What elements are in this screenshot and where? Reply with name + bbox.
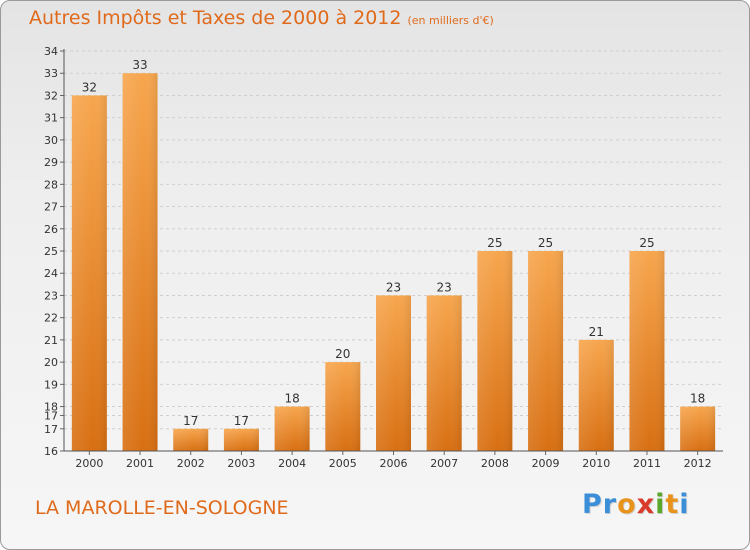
y-tick-label: 22 [44, 312, 58, 325]
grid-lines [64, 50, 723, 452]
bar-shade [680, 406, 716, 451]
y-tick-label: 18 [44, 401, 58, 414]
x-tick-label: 2000 [75, 457, 103, 470]
x-tick-label: 2012 [684, 457, 712, 470]
x-tick-label: 2001 [126, 457, 154, 470]
data-label: 25 [538, 236, 553, 250]
data-label: 33 [132, 58, 147, 72]
y-tick-label: 34 [44, 45, 58, 58]
data-label: 32 [82, 80, 97, 94]
bar-shade [325, 362, 361, 451]
y-tick-label: 17 [44, 409, 58, 422]
bar-shade [223, 428, 259, 451]
logo-letter: o [617, 489, 637, 520]
y-tick-label: 16 [44, 445, 58, 458]
data-label: 25 [487, 236, 502, 250]
x-tick-label: 2011 [633, 457, 661, 470]
bars [71, 73, 716, 451]
bar-shade [122, 73, 158, 451]
data-label: 25 [639, 236, 654, 250]
bar-shade [629, 251, 665, 451]
logo-letter: x [636, 489, 656, 520]
proxiti-logo[interactable]: Proxiti [582, 489, 690, 520]
data-label: 17 [183, 414, 198, 428]
logo-letter: i [655, 489, 666, 520]
chart-title: Autres Impôts et Taxes de 2000 à 2012 [29, 7, 402, 29]
x-tick-label: 2003 [227, 457, 255, 470]
data-label: 20 [335, 347, 350, 361]
bar-shade [173, 428, 209, 451]
y-tick-label: 31 [44, 112, 58, 125]
x-tick-label: 2006 [380, 457, 408, 470]
bar-shade [578, 339, 614, 451]
y-tick-label: 19 [44, 378, 58, 391]
y-tick-label: 33 [44, 67, 58, 80]
y-tick-label: 23 [44, 289, 58, 302]
bar-shade [376, 295, 411, 451]
x-axis: 2000 2001 2002 2003 2004 2005 2006 2007 2008 2009… [64, 450, 723, 470]
bar-shade [528, 251, 564, 451]
bar-shade [274, 406, 310, 451]
data-label: 17 [234, 414, 249, 428]
y-tick-label: 24 [44, 267, 58, 280]
y-tick-label: 17 [44, 423, 58, 436]
logo-letter: r [602, 489, 618, 520]
data-label: 18 [690, 392, 705, 406]
data-label: 23 [437, 280, 452, 294]
x-tick-label: 2004 [278, 457, 306, 470]
commune-name: LA MAROLLE-EN-SOLOGNE [35, 497, 289, 519]
logo-letter: i [679, 489, 690, 520]
x-tick-label: 2010 [582, 457, 610, 470]
y-tick-label: 29 [44, 156, 58, 169]
y-tick-label: 32 [44, 89, 58, 102]
data-label: 18 [284, 392, 299, 406]
bar-shade [71, 95, 107, 451]
logo-letter: t [665, 489, 680, 520]
y-tick-label: 25 [44, 245, 58, 258]
x-tick-label: 2002 [177, 457, 205, 470]
x-tick-label: 2005 [329, 457, 357, 470]
x-tick-label: 2007 [430, 457, 458, 470]
logo-letter: P [582, 489, 603, 520]
data-label: 23 [386, 280, 401, 294]
y-tick-label: 21 [44, 334, 58, 347]
data-label: 21 [589, 325, 604, 339]
x-tick-label: 2008 [481, 457, 509, 470]
chart-title-block: Autres Impôts et Taxes de 2000 à 2012 (en… [29, 7, 494, 29]
bar-shade [477, 251, 513, 451]
data-labels: 32 33 17 17 18 20 23 23 25 25 21 25 18 [82, 58, 706, 428]
x-tick-label: 2009 [532, 457, 560, 470]
bar-shade [426, 295, 462, 451]
chart-subtitle: (en milliers d'€) [407, 14, 494, 27]
y-tick-label: 20 [44, 356, 58, 369]
y-tick-label: 26 [44, 223, 58, 236]
y-tick-label: 27 [44, 201, 58, 214]
y-tick-label: 30 [44, 134, 58, 147]
y-tick-label: 28 [44, 178, 58, 191]
